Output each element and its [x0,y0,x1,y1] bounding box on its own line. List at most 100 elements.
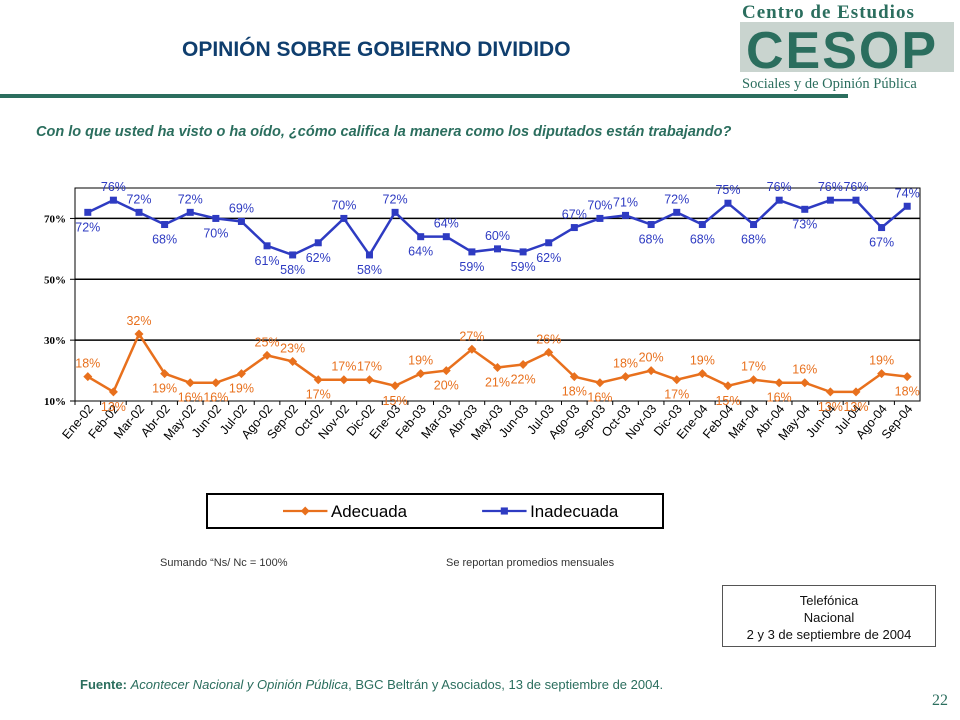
data-label-adecuada: 13% [101,400,126,414]
data-label-adecuada: 18% [613,357,638,371]
data-point-inadecuada [212,214,220,222]
data-label-adecuada: 17% [331,360,356,374]
data-label-inadecuada: 60% [485,229,510,243]
data-point-adecuada [160,369,170,379]
data-label-inadecuada: 76% [767,180,792,194]
data-point-inadecuada [84,208,92,216]
data-label-inadecuada: 62% [536,251,561,265]
data-label-inadecuada: 69% [229,201,254,215]
data-label-inadecuada: 72% [75,220,100,234]
data-label-adecuada: 19% [229,382,254,396]
data-point-inadecuada [724,199,732,207]
source-publication: Acontecer Nacional y Opinión Pública [130,677,349,692]
data-point-inadecuada [750,221,758,229]
data-label-adecuada: 17% [357,360,382,374]
data-label-adecuada: 15% [383,394,408,408]
data-point-inadecuada [186,208,194,216]
data-point-adecuada [595,378,605,388]
data-label-inadecuada: 64% [434,217,459,231]
data-label-adecuada: 20% [639,351,664,365]
header-rule [0,94,848,98]
data-label-adecuada: 16% [178,391,203,405]
data-point-adecuada [877,369,887,379]
data-point-inadecuada [852,196,860,204]
data-label-adecuada: 19% [408,354,433,368]
data-label-inadecuada: 76% [818,180,843,194]
data-label-inadecuada: 58% [357,263,382,277]
data-point-inadecuada [494,245,501,253]
data-point-inadecuada [596,214,604,222]
data-point-inadecuada [263,242,271,250]
data-point-adecuada [288,356,298,366]
y-tick-label: 50% [44,274,66,286]
data-point-adecuada [83,372,93,382]
logo-mark-text: CESOP [746,22,938,80]
source-details: , BGC Beltrán y Asociados, 13 de septiem… [348,677,664,692]
data-point-adecuada [134,329,144,339]
data-point-inadecuada [673,208,681,216]
logo-bottom-text: Sociales y de Opinión Pública [742,76,917,92]
data-point-adecuada [621,372,631,382]
data-label-adecuada: 17% [306,388,331,402]
opinion-line-chart: 10%30%50%70%Ene-02Feb-02Mar-02Abr-02May-… [44,180,921,443]
data-label-adecuada: 25% [255,335,280,349]
data-label-adecuada: 13% [818,400,843,414]
data-label-adecuada: 16% [767,391,792,405]
data-label-inadecuada: 74% [895,186,920,200]
data-label-adecuada: 16% [587,391,612,405]
data-label-inadecuada: 73% [792,217,817,231]
data-label-inadecuada: 64% [408,245,433,259]
data-point-adecuada [262,350,272,360]
data-label-adecuada: 13% [843,400,868,414]
data-point-adecuada [339,375,349,385]
source-line: Fuente: Acontecer Nacional y Opinión Púb… [80,677,663,692]
data-label-adecuada: 27% [459,329,484,343]
survey-question: Con lo que usted ha visto o ha oído, ¿có… [36,124,732,140]
data-point-adecuada [390,381,400,391]
method-scope: Nacional [803,610,855,625]
data-label-inadecuada: 72% [178,192,203,206]
data-point-inadecuada [417,233,425,241]
data-point-adecuada [800,378,810,388]
data-label-adecuada: 17% [741,360,766,374]
data-label-adecuada: 18% [75,357,100,371]
data-point-inadecuada [365,251,373,259]
data-label-adecuada: 19% [690,354,715,368]
note-sum: Sumando “Ns/ Nc = 100% [160,557,288,569]
data-point-adecuada [774,378,784,388]
y-tick-label: 70% [44,213,66,225]
data-label-adecuada: 19% [152,382,177,396]
data-point-adecuada [313,375,323,385]
data-label-inadecuada: 71% [613,195,638,209]
data-label-inadecuada: 75% [715,183,740,197]
data-label-inadecuada: 76% [843,180,868,194]
data-label-inadecuada: 59% [511,260,536,274]
data-label-inadecuada: 59% [459,260,484,274]
data-label-inadecuada: 72% [383,192,408,206]
chart-legend: Adecuada Inadecuada [206,493,664,529]
data-point-inadecuada [826,196,834,204]
data-point-adecuada [518,359,528,369]
data-point-inadecuada [391,208,399,216]
data-label-inadecuada: 58% [280,263,305,277]
source-label: Fuente: [80,677,127,692]
data-label-adecuada: 20% [434,379,459,393]
method-dates: 2 y 3 de septiembre de 2004 [746,627,912,642]
data-point-inadecuada [878,224,886,232]
data-label-inadecuada: 62% [306,251,331,265]
data-point-adecuada [364,375,374,385]
data-point-adecuada [544,347,554,357]
data-label-adecuada: 17% [664,388,689,402]
data-point-adecuada [902,372,912,382]
data-point-inadecuada [135,208,143,216]
data-point-inadecuada [519,248,527,256]
data-label-adecuada: 32% [126,314,151,328]
data-point-adecuada [211,378,221,388]
legend-label-adecuada: Adecuada [331,502,408,521]
data-label-adecuada: 23% [280,341,305,355]
data-point-adecuada [672,375,682,385]
data-point-inadecuada [775,196,783,204]
data-label-adecuada: 16% [792,363,817,377]
data-label-inadecuada: 68% [152,233,177,247]
data-label-inadecuada: 61% [255,254,280,268]
